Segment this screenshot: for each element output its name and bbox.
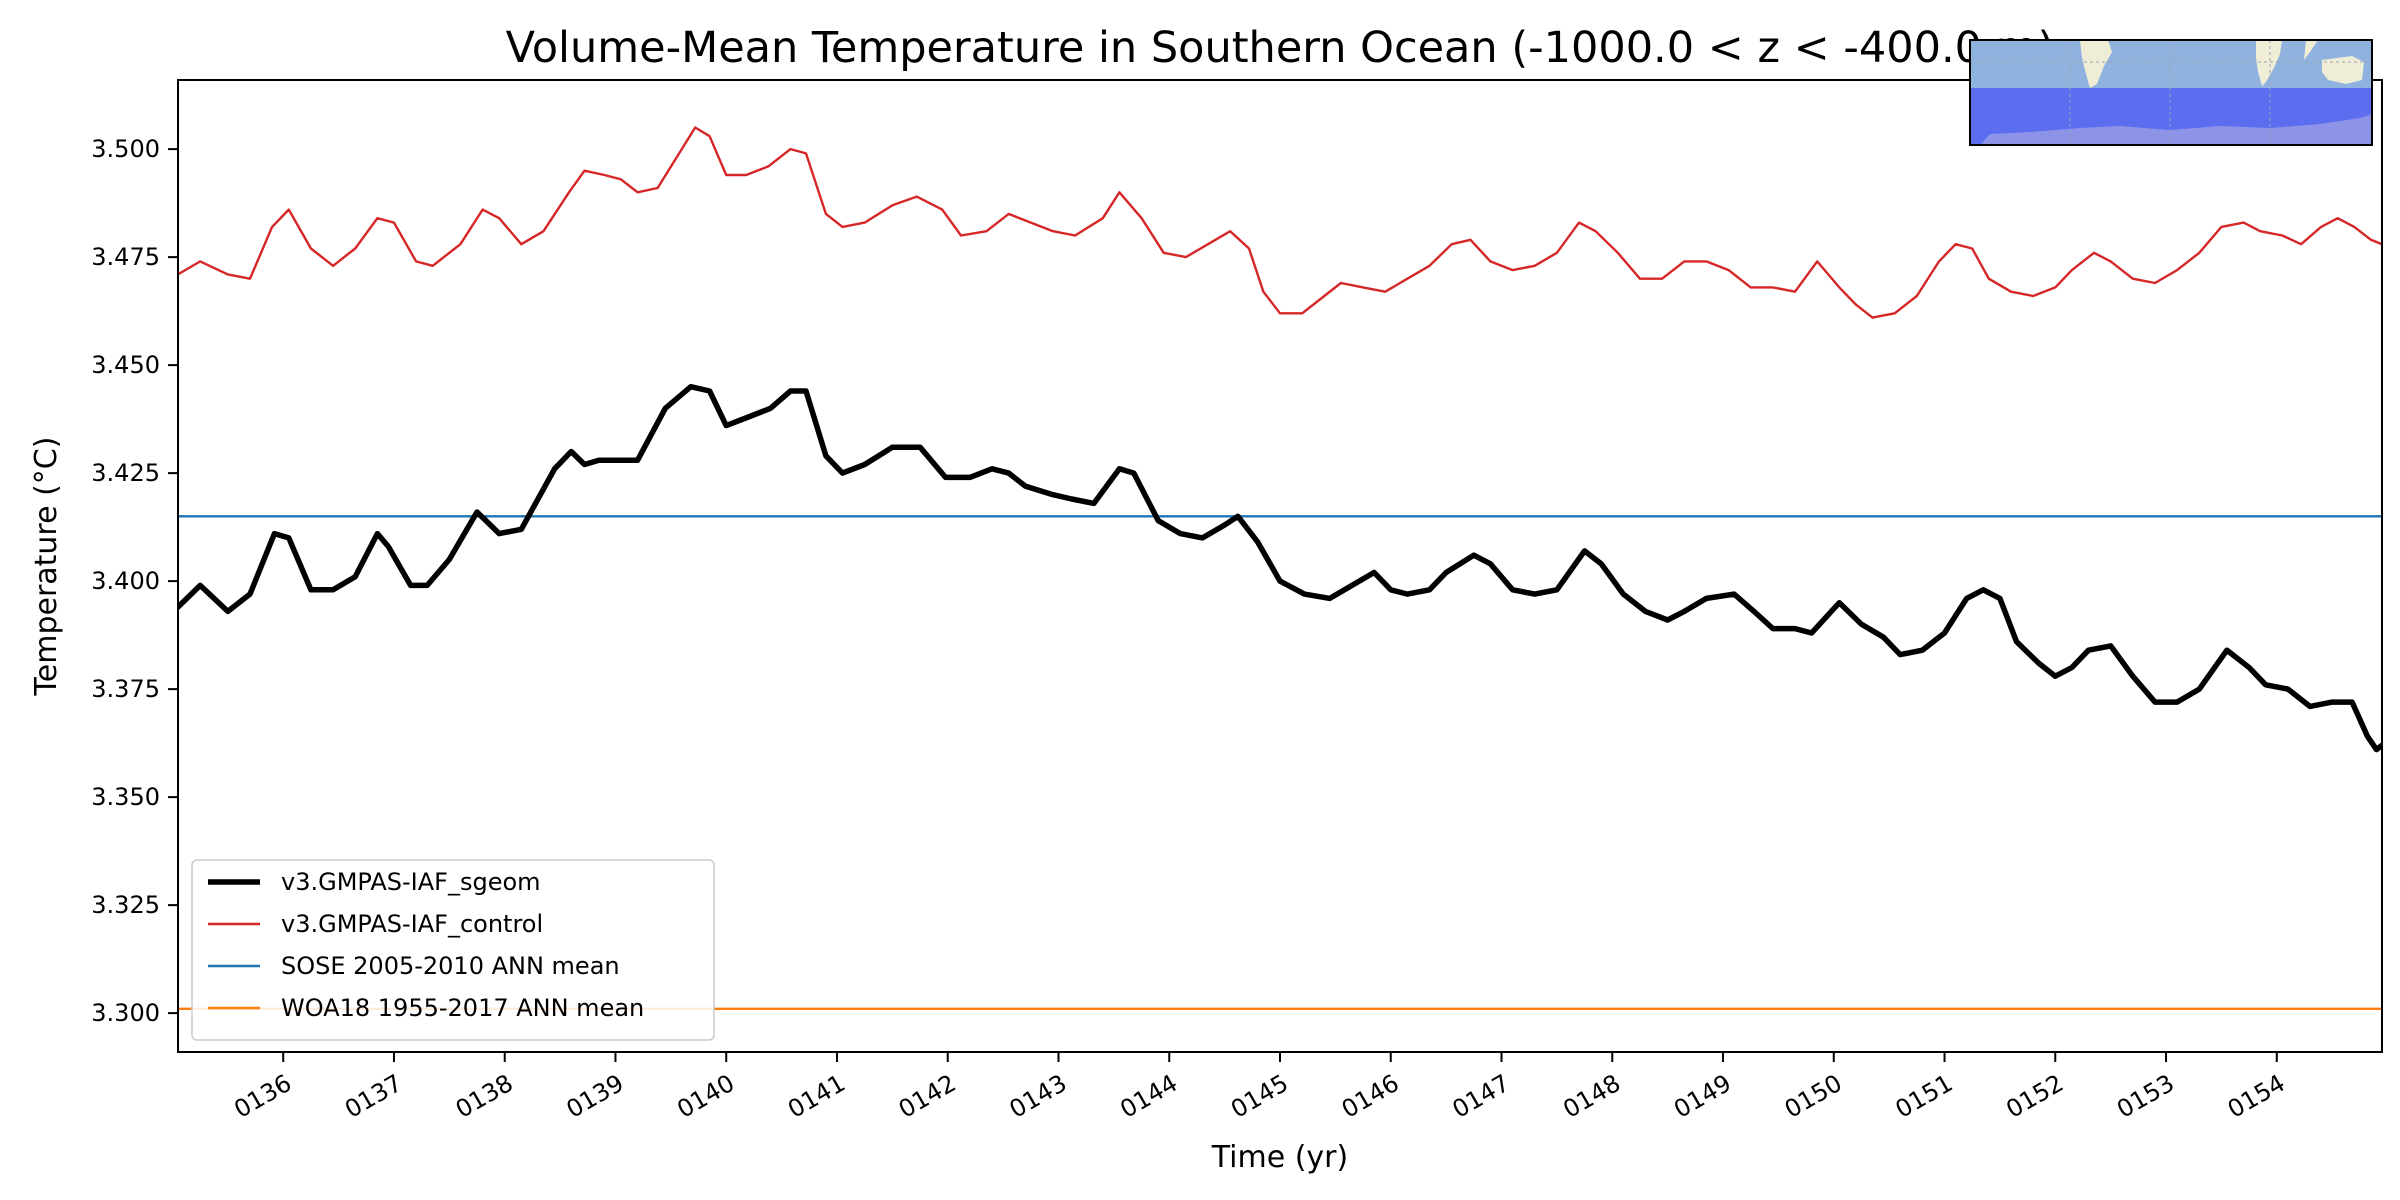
chart-title: Volume-Mean Temperature in Southern Ocea… bbox=[506, 23, 2055, 73]
y-tick-label: 3.375 bbox=[91, 675, 160, 703]
inset-map-land-south-america bbox=[2080, 40, 2112, 88]
legend-label: SOSE 2005-2010 ANN mean bbox=[281, 952, 620, 980]
inset-map-frame bbox=[1969, 39, 2373, 146]
series-line-1 bbox=[178, 126, 2382, 319]
y-tick-label: 3.425 bbox=[91, 459, 160, 487]
inset-map-antarctica bbox=[1980, 114, 2372, 145]
legend-entries: v3.GMPAS-IAF_sgeom v3.GMPAS-IAF_control SO… bbox=[208, 868, 644, 1022]
y-tick-label: 3.300 bbox=[91, 999, 160, 1027]
inset-map-land-australia bbox=[2304, 40, 2318, 60]
y-axis-ticks: 3.300 3.325 3.350 3.375 3.400 3.425 3.450 3.475… bbox=[91, 135, 178, 1027]
y-tick-label: 3.325 bbox=[91, 891, 160, 919]
y-tick-label: 3.500 bbox=[91, 135, 160, 163]
inset-map bbox=[1969, 39, 2373, 146]
x-axis-title: Time (yr) bbox=[1211, 1140, 1348, 1175]
inset-map-land-australia-main bbox=[2322, 56, 2364, 84]
y-tick-label: 3.400 bbox=[91, 567, 160, 595]
inset-map-land-africa bbox=[2256, 40, 2282, 86]
legend: v3.GMPAS-IAF_sgeom v3.GMPAS-IAF_control SO… bbox=[191, 859, 715, 1041]
legend-label: WOA18 1955-2017 ANN mean bbox=[281, 994, 644, 1022]
y-tick-label: 3.475 bbox=[91, 243, 160, 271]
legend-label: v3.GMPAS-IAF_sgeom bbox=[281, 868, 541, 896]
y-tick-label: 3.350 bbox=[91, 783, 160, 811]
legend-label: v3.GMPAS-IAF_control bbox=[281, 910, 543, 938]
series-line-0 bbox=[178, 383, 2382, 753]
legend-box bbox=[191, 859, 715, 1041]
y-axis-title: Temperature (°C) bbox=[29, 437, 64, 697]
y-tick-label: 3.450 bbox=[91, 351, 160, 379]
